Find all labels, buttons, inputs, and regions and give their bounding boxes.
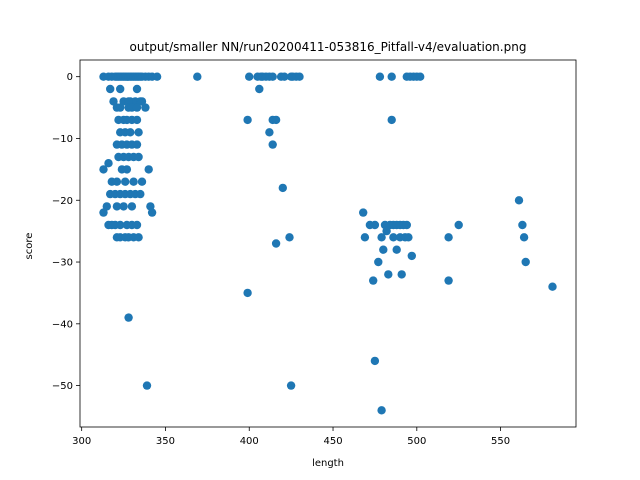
y-tick-label: −20	[52, 196, 73, 207]
data-point-48	[255, 84, 264, 94]
data-point-146	[444, 233, 453, 242]
data-point-130	[518, 220, 527, 230]
x-tick-label: 500	[407, 436, 426, 447]
data-point-147	[519, 233, 529, 242]
y-tick-label: −30	[52, 258, 73, 269]
data-point-75	[265, 128, 274, 137]
data-point-111	[147, 208, 157, 217]
data-point-112	[359, 208, 368, 217]
data-point-73	[126, 128, 135, 137]
data-point-150	[392, 245, 401, 254]
data-point-148	[271, 239, 281, 248]
data-point-70	[387, 115, 396, 125]
data-point-140	[377, 233, 386, 242]
data-point-162	[142, 381, 152, 390]
data-point-80	[132, 140, 142, 149]
data-point-90	[122, 165, 132, 174]
data-point-37	[295, 72, 304, 81]
data-point-33	[280, 72, 289, 81]
data-point-138	[285, 233, 294, 242]
data-point-139	[360, 233, 370, 242]
data-point-55	[137, 97, 147, 106]
data-point-159	[243, 288, 252, 298]
x-tick-label: 550	[491, 436, 510, 447]
data-point-153	[521, 257, 530, 267]
data-point-151	[407, 251, 416, 261]
data-point-86	[134, 152, 143, 162]
data-point-69	[271, 115, 281, 125]
data-point-81	[268, 140, 277, 149]
data-point-158	[548, 282, 557, 291]
data-point-49	[109, 97, 118, 106]
data-points	[99, 72, 557, 415]
data-point-105	[102, 202, 112, 211]
data-point-119	[132, 220, 142, 230]
y-tick-label: 0	[67, 72, 73, 83]
data-point-96	[137, 177, 147, 186]
data-point-24	[193, 72, 202, 81]
data-point-155	[397, 270, 406, 279]
data-point-94	[121, 177, 130, 186]
data-point-164	[377, 406, 386, 415]
plot-frame	[79, 59, 577, 428]
data-point-121	[370, 220, 380, 230]
data-point-141	[382, 226, 391, 236]
data-point-95	[129, 177, 138, 186]
data-point-45	[106, 84, 115, 94]
y-tick-label: −40	[52, 319, 73, 330]
data-point-67	[243, 115, 252, 125]
data-point-66	[132, 115, 142, 125]
data-point-161	[370, 356, 380, 366]
data-point-128	[402, 220, 411, 230]
data-point-163	[286, 381, 296, 390]
data-point-91	[144, 165, 153, 174]
x-axis-label: length	[312, 458, 344, 469]
data-point-160	[124, 313, 133, 322]
data-point-154	[384, 270, 393, 279]
data-point-152	[374, 257, 383, 267]
data-point-93	[112, 177, 122, 186]
y-tick-label: −50	[52, 381, 73, 392]
data-point-88	[99, 165, 108, 174]
data-point-156	[369, 276, 378, 285]
data-point-106	[112, 202, 122, 211]
data-point-23	[152, 72, 162, 81]
data-point-137	[134, 233, 143, 242]
x-axis-ticks: 300 350 400 450 500 550	[72, 427, 510, 447]
data-point-38	[375, 72, 385, 81]
data-point-131	[514, 196, 524, 205]
data-point-142	[389, 233, 398, 242]
data-point-47	[132, 84, 142, 94]
data-point-157	[444, 276, 453, 285]
chart-title: output/smaller NN/run20200411-053816_Pit…	[130, 40, 527, 54]
data-point-74	[134, 128, 143, 137]
data-point-61	[141, 103, 150, 112]
data-point-110	[99, 208, 108, 217]
data-point-25	[245, 72, 254, 81]
y-axis-ticks: 0 −10 −20 −30 −40 −50	[52, 72, 80, 392]
data-point-46	[116, 84, 125, 94]
y-tick-label: −10	[52, 134, 73, 145]
data-point-107	[119, 202, 128, 211]
data-point-87	[104, 159, 113, 168]
x-tick-label: 400	[240, 436, 259, 447]
data-point-116	[116, 220, 125, 230]
y-axis-label: score	[24, 233, 35, 260]
x-tick-label: 300	[72, 436, 91, 447]
data-point-39	[387, 72, 396, 81]
data-point-145	[404, 233, 413, 242]
data-point-97	[278, 183, 287, 193]
x-tick-label: 450	[323, 436, 342, 447]
data-point-44	[416, 72, 425, 81]
data-point-129	[454, 220, 463, 230]
data-point-149	[379, 245, 388, 254]
data-point-60	[132, 103, 142, 112]
data-point-108	[127, 202, 137, 211]
data-point-31	[268, 72, 277, 81]
data-point-54	[124, 97, 133, 106]
data-point-57	[116, 103, 125, 112]
data-point-104	[136, 189, 145, 199]
x-tick-label: 350	[156, 436, 175, 447]
